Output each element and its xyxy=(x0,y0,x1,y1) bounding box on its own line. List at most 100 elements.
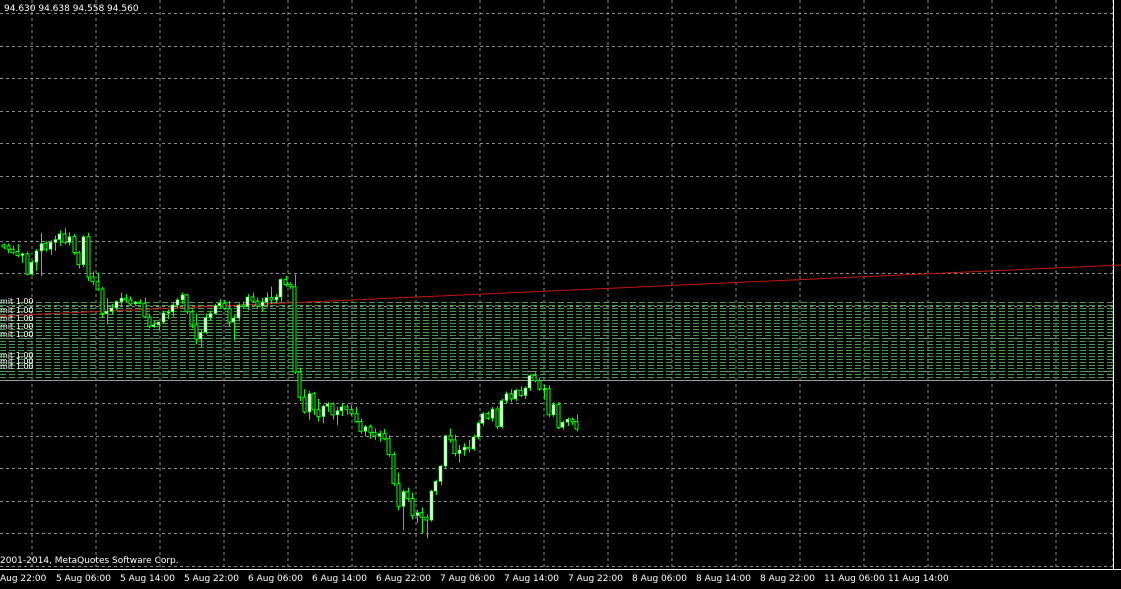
x-tick-label: Aug 22:00 xyxy=(0,574,47,584)
candle xyxy=(415,509,420,523)
candle-body xyxy=(86,236,91,278)
candle-body xyxy=(311,393,316,411)
x-tick-label: 5 Aug 14:00 xyxy=(120,574,175,584)
candle xyxy=(100,286,105,319)
candle xyxy=(90,271,95,286)
candle xyxy=(377,430,382,442)
x-tick-label: 8 Aug 14:00 xyxy=(696,574,751,584)
x-tick-label: 6 Aug 06:00 xyxy=(248,574,303,584)
candle-body xyxy=(401,491,406,507)
candle xyxy=(67,232,72,246)
candle-body xyxy=(518,389,523,396)
candle-body xyxy=(433,481,438,492)
candle-body xyxy=(410,497,415,517)
candle-body xyxy=(574,421,579,430)
x-tick-label: 5 Aug 22:00 xyxy=(184,574,239,584)
candle-body xyxy=(490,408,495,419)
candle xyxy=(574,414,579,432)
candle-body xyxy=(288,284,293,288)
candle xyxy=(288,282,293,290)
candle xyxy=(198,329,203,348)
x-tick-label: 11 Aug 06:00 xyxy=(824,574,885,584)
candle xyxy=(151,320,156,328)
candle-body xyxy=(194,324,199,340)
candle-body xyxy=(6,245,11,250)
copyright-text: 2001-2014, MetaQuotes Software Corp. xyxy=(0,556,179,566)
candle-body xyxy=(495,408,500,428)
candle xyxy=(551,402,556,418)
candle xyxy=(81,234,86,268)
candle xyxy=(133,301,138,305)
candle xyxy=(410,492,415,520)
ohlc-readout: 94.630 94.638 94.558 94.560 xyxy=(4,4,139,14)
candle xyxy=(321,404,326,424)
candle xyxy=(307,390,312,420)
candle-body xyxy=(443,435,448,467)
candles xyxy=(1,228,579,539)
candle-body xyxy=(358,421,363,432)
candle-body xyxy=(147,316,152,328)
candle-body xyxy=(537,380,542,390)
candle-body xyxy=(476,423,481,438)
x-tick-label: 5 Aug 06:00 xyxy=(56,574,111,584)
candle-body xyxy=(570,418,575,423)
candle xyxy=(1,243,6,250)
candle-body xyxy=(62,233,67,243)
candle xyxy=(480,411,485,427)
candle xyxy=(274,294,279,304)
candle-body xyxy=(297,371,302,398)
candle xyxy=(264,292,269,308)
candle-body xyxy=(109,307,114,312)
candle xyxy=(518,386,523,398)
candle xyxy=(222,299,227,311)
candle xyxy=(462,443,467,456)
candle xyxy=(20,252,25,263)
candle-body xyxy=(133,301,138,305)
candle-body xyxy=(457,449,462,454)
candle xyxy=(255,297,260,309)
candle xyxy=(344,403,349,415)
candle-body xyxy=(382,433,387,440)
candle-body xyxy=(48,242,53,250)
x-tick-label: 6 Aug 14:00 xyxy=(312,574,367,584)
candle-body xyxy=(180,294,185,301)
candle xyxy=(471,434,476,451)
candle-body xyxy=(203,317,208,333)
candle-body xyxy=(175,299,180,306)
candle-body xyxy=(170,304,175,313)
candle-body xyxy=(128,299,133,305)
candle xyxy=(401,489,406,531)
pending-order-label: mit 1.00 xyxy=(0,351,34,360)
candle xyxy=(335,406,340,426)
candle xyxy=(311,392,316,415)
candle xyxy=(170,302,175,317)
candle-body xyxy=(53,239,58,243)
candle xyxy=(443,434,448,469)
candle xyxy=(396,472,401,511)
x-tick-label: 8 Aug 22:00 xyxy=(760,574,815,584)
candle xyxy=(241,301,246,309)
candle xyxy=(109,303,114,315)
candle xyxy=(114,300,119,311)
candle xyxy=(509,389,514,403)
candle xyxy=(339,402,344,416)
candle-body xyxy=(438,465,443,482)
candle-body xyxy=(241,304,246,308)
candle-body xyxy=(415,512,420,516)
candle xyxy=(217,299,222,309)
candle xyxy=(424,514,429,539)
candle xyxy=(504,391,509,404)
candle xyxy=(10,245,15,255)
candle-body xyxy=(15,250,20,256)
x-tick-label: 11 Aug 14:00 xyxy=(888,574,949,584)
candle-body xyxy=(316,409,321,418)
candle-body xyxy=(104,310,109,314)
candle-body xyxy=(527,375,532,389)
candle xyxy=(29,260,34,276)
candle xyxy=(349,405,354,416)
candle xyxy=(156,321,161,331)
candle-body xyxy=(274,296,279,301)
candle xyxy=(95,272,100,291)
candle-body xyxy=(43,243,48,250)
